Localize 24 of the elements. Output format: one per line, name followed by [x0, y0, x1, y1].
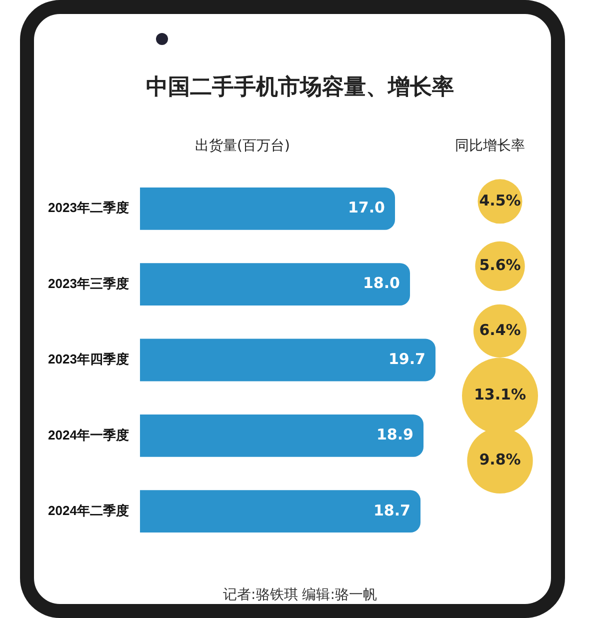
chart-title: 中国二手手机市场容量、增长率	[145, 74, 455, 102]
data-label: 19.7	[388, 350, 426, 368]
y-tick-label: 2023年二季度	[48, 200, 129, 216]
bar	[140, 414, 424, 457]
y-tick-label: 2023年四季度	[48, 352, 129, 367]
data-label: 18.7	[373, 501, 410, 520]
y-tick-label: 2024年二季度	[48, 502, 129, 518]
data-label: 6.4%	[479, 320, 521, 339]
data-label: 13.1%	[474, 386, 526, 404]
y-tick-label: 2024年一季度	[48, 427, 129, 442]
text: 同比增长率	[455, 137, 525, 155]
data-label: 9.8%	[479, 450, 521, 468]
bar	[140, 263, 410, 306]
bar	[140, 490, 420, 533]
data-label: 18.9	[376, 426, 414, 444]
data-label: 17.0	[348, 198, 385, 217]
text: 记者:骆铁琪 编辑:骆一帆	[222, 586, 378, 604]
data-label: 4.5%	[479, 191, 521, 210]
data-label: 5.6%	[479, 256, 521, 274]
data-label: 18.0	[362, 274, 400, 292]
bar	[140, 338, 436, 382]
y-tick-label: 2023年三季度	[48, 276, 129, 291]
x-axis-title: 出货量(百万台)	[195, 137, 290, 155]
bar	[140, 187, 395, 230]
